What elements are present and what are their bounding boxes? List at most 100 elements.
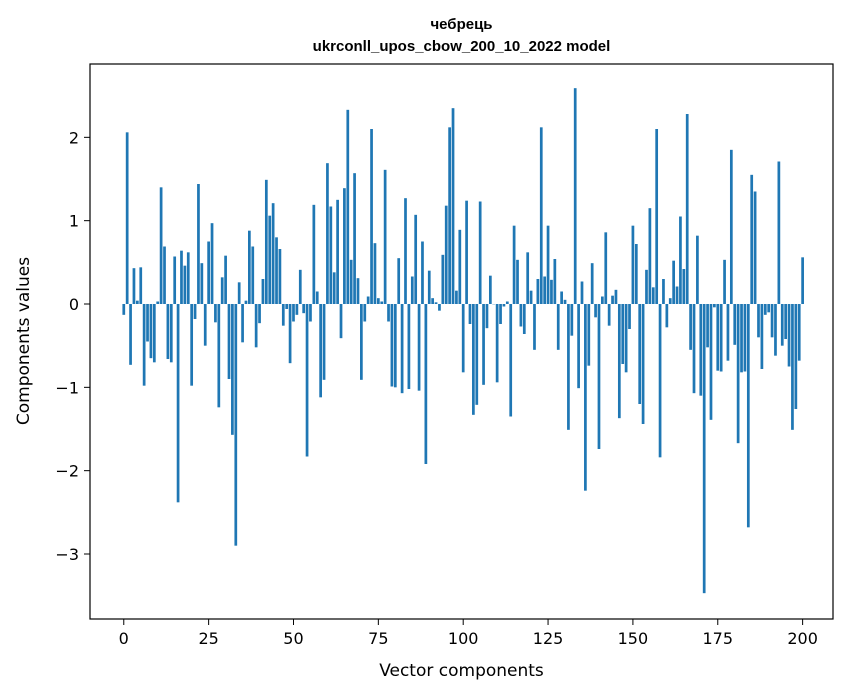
- bar: [645, 269, 648, 304]
- bar: [397, 258, 401, 304]
- y-tick-label: −1: [55, 378, 79, 397]
- bar: [668, 298, 672, 304]
- bar: [146, 304, 149, 342]
- bar: [546, 225, 550, 304]
- bar: [332, 272, 336, 304]
- bar: [624, 304, 628, 373]
- bar: [648, 208, 652, 304]
- bar: [553, 259, 557, 304]
- bar: [241, 304, 244, 343]
- bar: [465, 200, 468, 304]
- bar: [567, 304, 570, 430]
- bar: [278, 249, 282, 304]
- bar: [550, 279, 553, 304]
- bar: [329, 206, 333, 304]
- x-tick-label: 150: [618, 629, 649, 648]
- bar: [353, 173, 356, 304]
- bar: [431, 298, 435, 304]
- bar: [692, 304, 696, 394]
- bar: [268, 215, 272, 304]
- bars-group: [122, 88, 804, 594]
- bar: [326, 163, 329, 304]
- bar: [343, 188, 346, 304]
- bar: [424, 304, 428, 464]
- bar: [461, 304, 465, 373]
- bar: [427, 270, 431, 304]
- chart-title: чебрець: [430, 16, 492, 33]
- bar: [685, 114, 689, 304]
- bar: [713, 304, 716, 308]
- bar: [258, 304, 261, 324]
- bar: [682, 269, 686, 304]
- bar: [638, 304, 642, 404]
- bar: [298, 269, 302, 304]
- bar: [292, 304, 295, 322]
- bar: [176, 304, 180, 503]
- x-tick-label: 75: [368, 629, 388, 648]
- bar: [193, 304, 197, 319]
- bar: [736, 304, 740, 444]
- bar: [366, 296, 370, 304]
- bar: [309, 304, 312, 322]
- bar: [797, 304, 801, 361]
- bar: [760, 304, 764, 369]
- bar: [570, 304, 574, 336]
- bar: [261, 279, 265, 304]
- bar: [227, 304, 231, 379]
- bar: [577, 304, 580, 389]
- bar: [421, 241, 424, 304]
- bar: [641, 304, 645, 424]
- bar: [122, 304, 126, 315]
- bar: [356, 278, 360, 304]
- bar: [719, 304, 723, 372]
- bar: [763, 304, 767, 315]
- bar: [404, 198, 407, 304]
- bar: [770, 304, 774, 338]
- bar: [135, 300, 139, 304]
- bar: [505, 301, 509, 304]
- bar: [217, 304, 221, 408]
- bar: [132, 268, 136, 304]
- bar: [237, 282, 241, 304]
- bar: [458, 229, 462, 304]
- bar: [417, 304, 421, 391]
- bar: [319, 304, 322, 398]
- bar: [539, 127, 543, 304]
- bar: [743, 304, 747, 372]
- bar: [455, 290, 458, 304]
- bar: [393, 304, 397, 388]
- bar: [757, 304, 760, 338]
- bar: [264, 179, 268, 304]
- bar: [488, 275, 492, 304]
- y-axis-ticks: −3 −2 −1 0 1 2: [55, 128, 90, 564]
- bar: [234, 304, 238, 546]
- bar: [584, 304, 587, 491]
- bar: [251, 246, 255, 304]
- bar: [675, 286, 679, 304]
- bar: [614, 289, 618, 304]
- bar: [777, 161, 781, 304]
- bar: [173, 256, 177, 304]
- bar: [210, 223, 214, 304]
- bar: [665, 304, 669, 328]
- bar: [723, 259, 726, 304]
- y-tick-label: 1: [69, 212, 79, 231]
- y-axis-label: Components values: [14, 257, 34, 425]
- bar: [363, 304, 367, 322]
- bar: [281, 304, 285, 326]
- bar: [536, 279, 540, 304]
- x-tick-label: 0: [119, 629, 129, 648]
- bar: [522, 304, 526, 334]
- bar: [390, 304, 394, 387]
- bar: [407, 304, 411, 389]
- y-tick-label: 0: [69, 295, 79, 314]
- bar: [791, 304, 794, 430]
- bar: [662, 279, 665, 304]
- bar: [468, 304, 472, 324]
- bar: [733, 304, 737, 345]
- bar: [339, 304, 343, 339]
- bar: [305, 304, 309, 457]
- y-tick-label: −2: [55, 462, 79, 481]
- x-tick-label: 100: [448, 629, 479, 648]
- bar: [200, 263, 204, 304]
